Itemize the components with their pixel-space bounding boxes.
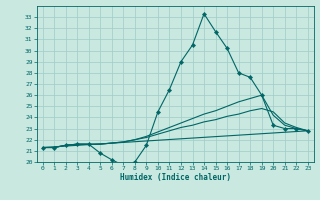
X-axis label: Humidex (Indice chaleur): Humidex (Indice chaleur)	[120, 173, 231, 182]
